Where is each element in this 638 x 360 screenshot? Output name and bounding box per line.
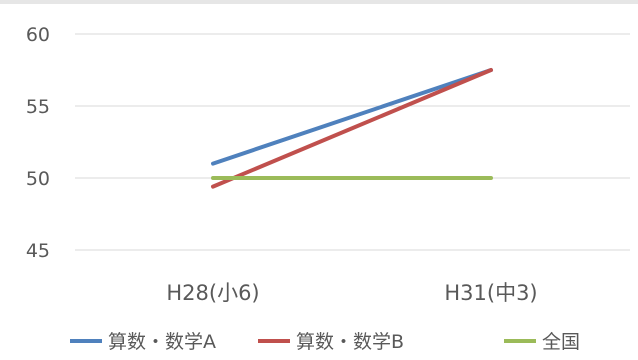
x-category-label: H31(中3) bbox=[444, 281, 537, 305]
x-category-label: H28(小6) bbox=[166, 281, 259, 305]
y-tick-label: 60 bbox=[26, 24, 50, 46]
series-line-0 bbox=[211, 68, 493, 166]
series-line-1 bbox=[211, 68, 493, 189]
x-axis-category-labels: H28(小6) H31(中3) bbox=[166, 281, 537, 305]
legend-label-0: 算数・数学A bbox=[108, 331, 216, 353]
series-lines bbox=[211, 68, 493, 189]
gridlines bbox=[75, 33, 630, 251]
y-tick-label: 50 bbox=[26, 168, 50, 190]
y-tick-label: 55 bbox=[26, 96, 50, 118]
legend-label-1: 算数・数学B bbox=[296, 331, 404, 353]
legend-label-2: 全国 bbox=[542, 331, 580, 353]
top-edge-bar bbox=[0, 0, 638, 4]
y-axis-tick-labels: 45 50 55 60 bbox=[26, 24, 50, 262]
legend: 算数・数学A 算数・数学B 全国 bbox=[70, 331, 580, 353]
y-tick-label: 45 bbox=[26, 240, 50, 262]
